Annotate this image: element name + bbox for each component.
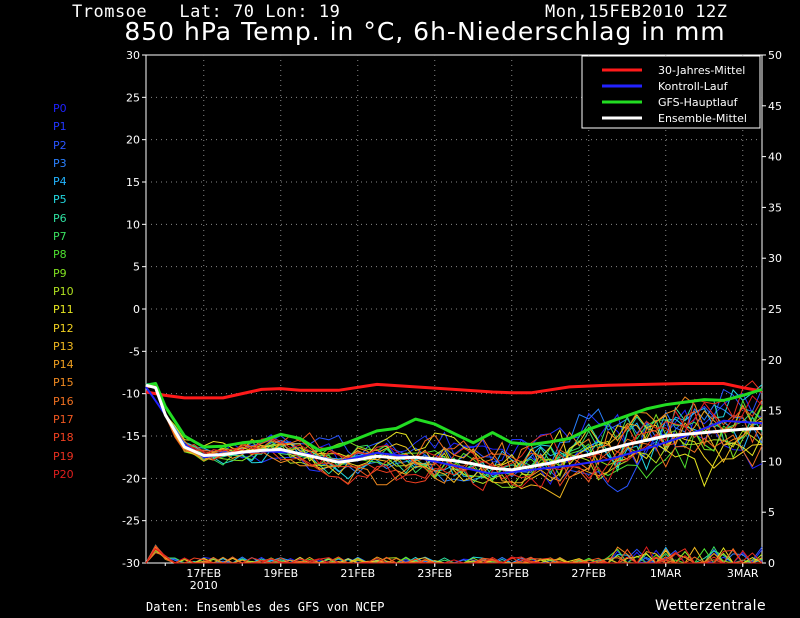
y-left-tick-label: -25 xyxy=(122,515,140,528)
y-left-tick-label: 10 xyxy=(126,218,140,231)
member-label-p5: P5 xyxy=(53,193,67,207)
header-location: Tromsoe Lat: 70 Lon: 19 xyxy=(72,2,341,22)
precip-line-p19 xyxy=(145,547,763,564)
x-tick-label: 21FEB xyxy=(340,567,375,580)
x-tick-label: 23FEB xyxy=(417,567,452,580)
y-right-tick-label: 25 xyxy=(768,303,782,316)
x-tick-sublabel: 2010 xyxy=(190,579,218,592)
legend-label-kontroll-lauf: Kontroll-Lauf xyxy=(658,80,729,93)
y-left-tick-label: -5 xyxy=(129,345,140,358)
x-tick-label: 19FEB xyxy=(263,567,298,580)
plot-frame xyxy=(145,54,763,564)
member-label-p11: P11 xyxy=(53,303,74,317)
member-label-p14: P14 xyxy=(53,358,74,372)
member-line-p16 xyxy=(145,385,763,472)
member-label-p10: P10 xyxy=(53,284,74,298)
x-tick-label: 25FEB xyxy=(494,567,529,580)
series-line-gfs-hauptlauf xyxy=(145,382,763,452)
y-right-tick-label: 30 xyxy=(768,252,782,265)
x-tick-label: 3MAR xyxy=(727,567,759,580)
member-label-p6: P6 xyxy=(53,211,67,225)
member-label-p18: P18 xyxy=(53,431,74,445)
legend-label-ensemble-mittel: Ensemble-Mittel xyxy=(658,112,747,125)
member-label-p3: P3 xyxy=(53,156,67,170)
y-left-tick-label: 30 xyxy=(126,49,140,62)
member-label-p15: P15 xyxy=(53,376,74,390)
y-left-tick-label: 0 xyxy=(133,303,140,316)
ensemble-member-list: P0 P1 P2 P3 P4 P5 P6 P7 P8 P9 P10 P11 P12 P13 P14 P15 P1… xyxy=(53,100,74,484)
chart-title: 850 hPa Temp. in °C, 6h-Niederschlag in … xyxy=(124,17,726,46)
member-label-p9: P9 xyxy=(53,266,67,280)
legend-label--jahres-mittel: 30-Jahres-Mittel xyxy=(658,64,745,77)
member-label-p0: P0 xyxy=(53,102,67,115)
y-left-tick-label: -30 xyxy=(122,557,140,570)
legend-box xyxy=(581,55,761,129)
series-line--jahres-mittel xyxy=(145,382,763,400)
member-label-p13: P13 xyxy=(53,339,74,353)
member-label-p7: P7 xyxy=(53,230,67,244)
x-tick-label: 1MAR xyxy=(650,567,682,580)
member-label-p1: P1 xyxy=(53,120,67,134)
legend-label-gfs-hauptlauf: GFS-Hauptlauf xyxy=(658,96,739,109)
precip-line-p20 xyxy=(145,546,762,564)
member-label-p17: P17 xyxy=(53,413,74,427)
member-label-p8: P8 xyxy=(53,248,67,262)
y-right-tick-label: 15 xyxy=(768,405,782,418)
x-tick-label: 27FEB xyxy=(571,567,606,580)
y-right-tick-label: 0 xyxy=(768,557,775,570)
y-right-tick-label: 5 xyxy=(768,506,775,519)
x-tick-label: 17FEB xyxy=(186,567,221,580)
y-right-tick-label: 10 xyxy=(768,455,782,468)
series-line-ensemble-mittel xyxy=(145,383,763,472)
y-right-tick-label: 20 xyxy=(768,354,782,367)
y-left-tick-label: -10 xyxy=(122,388,140,401)
member-label-p19: P19 xyxy=(53,449,74,463)
member-label-p12: P12 xyxy=(53,321,74,335)
header-date: Mon,15FEB2010 12Z xyxy=(545,2,728,22)
data-source-note: Daten: Ensembles des GFS von NCEP xyxy=(146,600,385,614)
y-left-tick-label: 25 xyxy=(126,91,140,104)
y-left-tick-label: 15 xyxy=(126,176,140,189)
y-left-tick-label: -15 xyxy=(122,430,140,443)
member-label-p16: P16 xyxy=(53,394,74,408)
y-left-tick-label: 20 xyxy=(126,134,140,147)
member-label-p20: P20 xyxy=(53,467,74,481)
y-right-tick-label: 40 xyxy=(768,151,782,164)
y-right-tick-label: 45 xyxy=(768,100,782,113)
y-right-tick-label: 50 xyxy=(768,49,782,62)
member-label-p2: P2 xyxy=(53,138,67,152)
brand-label: Wetterzentrale xyxy=(655,598,767,614)
y-right-tick-label: 35 xyxy=(768,201,782,214)
member-line-p19 xyxy=(145,380,763,492)
y-left-tick-label: -20 xyxy=(122,472,140,485)
y-left-tick-label: 5 xyxy=(133,261,140,274)
member-label-p4: P4 xyxy=(53,175,67,189)
